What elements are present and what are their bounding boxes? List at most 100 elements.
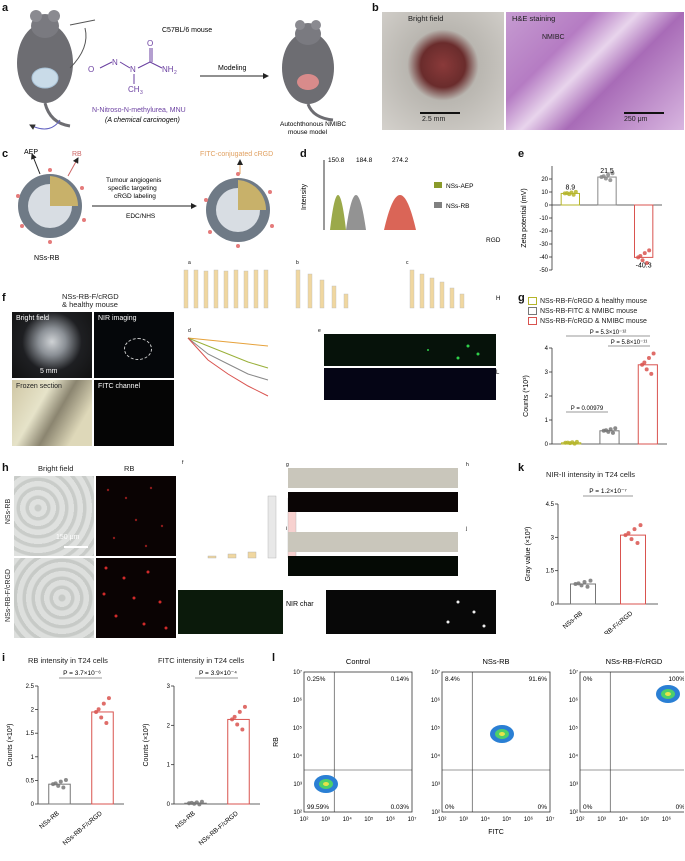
- flow-x-tick: 10⁶: [386, 816, 396, 823]
- h-row-title-2: NSs-RB-F/cRGD: [4, 569, 12, 622]
- d-legend-1: NSs-AEP: [446, 183, 473, 190]
- particle-label: NSs-RB: [34, 255, 60, 262]
- panel-letter-e: e: [518, 148, 525, 160]
- flow-plot-frame: [579, 671, 684, 813]
- data-point: [101, 701, 106, 706]
- data-point: [197, 802, 202, 807]
- bar: [48, 783, 71, 805]
- bar: [227, 718, 250, 805]
- ov2-letter-g: g: [286, 462, 289, 468]
- f-tile-label-2: NIR imaging: [98, 315, 137, 322]
- flow-y-tick: 10⁵: [431, 725, 441, 732]
- flow-x-tick: 10²: [300, 817, 309, 823]
- q-upper-left: 0.25%: [307, 676, 326, 683]
- flow-x-tick: 10⁵: [364, 816, 374, 823]
- f-scale: 5 mm: [40, 368, 58, 375]
- ov-letter-b: b: [296, 260, 299, 266]
- y-axis-label: Counts (×10³): [143, 724, 150, 767]
- data-point: [104, 721, 109, 726]
- flow-y-label: RB: [273, 737, 280, 747]
- f-tile-label-4: FITC channel: [98, 383, 141, 390]
- f-tile-fitc: FITC channel: [94, 380, 174, 446]
- flow-y-tick: 10⁵: [569, 725, 579, 732]
- bar: [597, 176, 617, 206]
- y-tick-label: 10: [541, 190, 548, 196]
- y-tick-label: 2: [167, 723, 171, 729]
- bar: [620, 534, 646, 605]
- data-point: [573, 189, 578, 194]
- data-point: [237, 709, 242, 714]
- ov-letter-L: L: [496, 370, 500, 376]
- overlap-inset-2: f g h i j NIR char: [178, 456, 503, 641]
- ov2-letter-f: f: [182, 460, 184, 466]
- q-upper-right: 100%: [668, 676, 684, 683]
- flow-x-tick: 10⁴: [343, 816, 353, 823]
- nanoparticle-right-icon: [206, 178, 270, 242]
- formula-o2: O: [147, 39, 153, 48]
- ov2-letter-j: j: [465, 526, 467, 532]
- data-point: [623, 533, 628, 538]
- f-tile-bright: Bright field 5 mm: [12, 312, 92, 378]
- flow-population-peak: [499, 732, 505, 736]
- i-fitc-chart: 0 1 2 3 NSs-RB NSs-RB-F/cRGD Counts (×10³) P = …: [143, 670, 260, 847]
- data-point: [53, 781, 58, 786]
- y-tick-label: 2.5: [26, 684, 35, 690]
- flow-y-tick: 10⁴: [293, 753, 303, 760]
- data-point: [230, 717, 235, 722]
- y-tick-label: 2: [545, 394, 549, 400]
- data-point: [644, 367, 649, 372]
- p-value-1: P = 5.3×10⁻¹²: [590, 330, 626, 336]
- he-title: H&E staining: [512, 14, 556, 23]
- g-legend-item-1: NSs-RB-F/cRGD & healthy mouse: [528, 296, 647, 306]
- q-upper-right: 0.14%: [391, 676, 410, 683]
- y-tick-label: 20: [541, 177, 548, 183]
- modeling-label: Modeling: [218, 65, 247, 72]
- data-point: [96, 707, 101, 712]
- flow-x-tick: 10⁶: [524, 816, 534, 823]
- y-tick-label: 4: [545, 346, 549, 352]
- peak-label-3: 274.2: [392, 157, 409, 164]
- x-tick-label: NSs-RB-F/cRGD: [62, 810, 104, 847]
- flow-population-peak: [665, 692, 671, 696]
- y-axis-label: Counts (*10³): [523, 375, 530, 417]
- data-point: [240, 727, 245, 732]
- flow-y-tick: 10²: [431, 810, 440, 816]
- flow-x-tick: 10³: [459, 817, 468, 823]
- panel-letter-c: c: [2, 148, 9, 160]
- f-title2: & healthy mouse: [62, 300, 118, 309]
- data-point: [573, 582, 578, 586]
- data-point: [640, 258, 645, 263]
- q-lower-left: 0%: [583, 804, 593, 811]
- flow-y-tick: 10⁵: [293, 725, 303, 732]
- panel-letter-a: a: [2, 2, 9, 14]
- x-tick-label: NSs-RB-F/cRGD: [592, 610, 634, 634]
- bar: [91, 711, 114, 805]
- y-tick-label: -50: [539, 268, 548, 274]
- arrow-bottom: EDC/NHS: [126, 213, 156, 220]
- nanoparticle-left-icon: [18, 174, 82, 238]
- peak-rgd: [384, 195, 416, 230]
- y-tick-label: 1: [31, 755, 35, 761]
- x-tick-label: NSs-RB-F/cRGD: [198, 810, 240, 847]
- y-tick-label: 1.5: [546, 569, 555, 575]
- data-point: [606, 172, 611, 177]
- f-title: NSs-RB-F/cRGD: [62, 292, 119, 301]
- p-value-3: P = 0.00979: [571, 406, 604, 412]
- flow-x-tick: 10⁵: [640, 816, 650, 823]
- i-left-p: P = 3.7×10⁻⁶: [63, 670, 101, 677]
- bar: [634, 204, 654, 258]
- peak-aep: [330, 195, 346, 230]
- flow-y-tick: 10⁶: [431, 697, 441, 704]
- h-col-title-2: RB: [124, 464, 135, 473]
- h-row-title-1: NSs-RB: [5, 498, 13, 525]
- data-point: [99, 715, 104, 720]
- bar-value-label: 21.5: [600, 168, 614, 175]
- data-point: [199, 799, 204, 804]
- f-tile-frozen: Frozen section: [12, 380, 92, 446]
- data-point: [106, 696, 111, 701]
- g-legend: NSs-RB-F/cRGD & healthy mouse NSs-RB-FIT…: [528, 296, 647, 326]
- ov2-letter-h: h: [466, 462, 469, 468]
- data-point: [58, 779, 63, 784]
- scale-right: 250 μm: [624, 116, 648, 123]
- flow-y-tick: 10⁷: [293, 669, 302, 676]
